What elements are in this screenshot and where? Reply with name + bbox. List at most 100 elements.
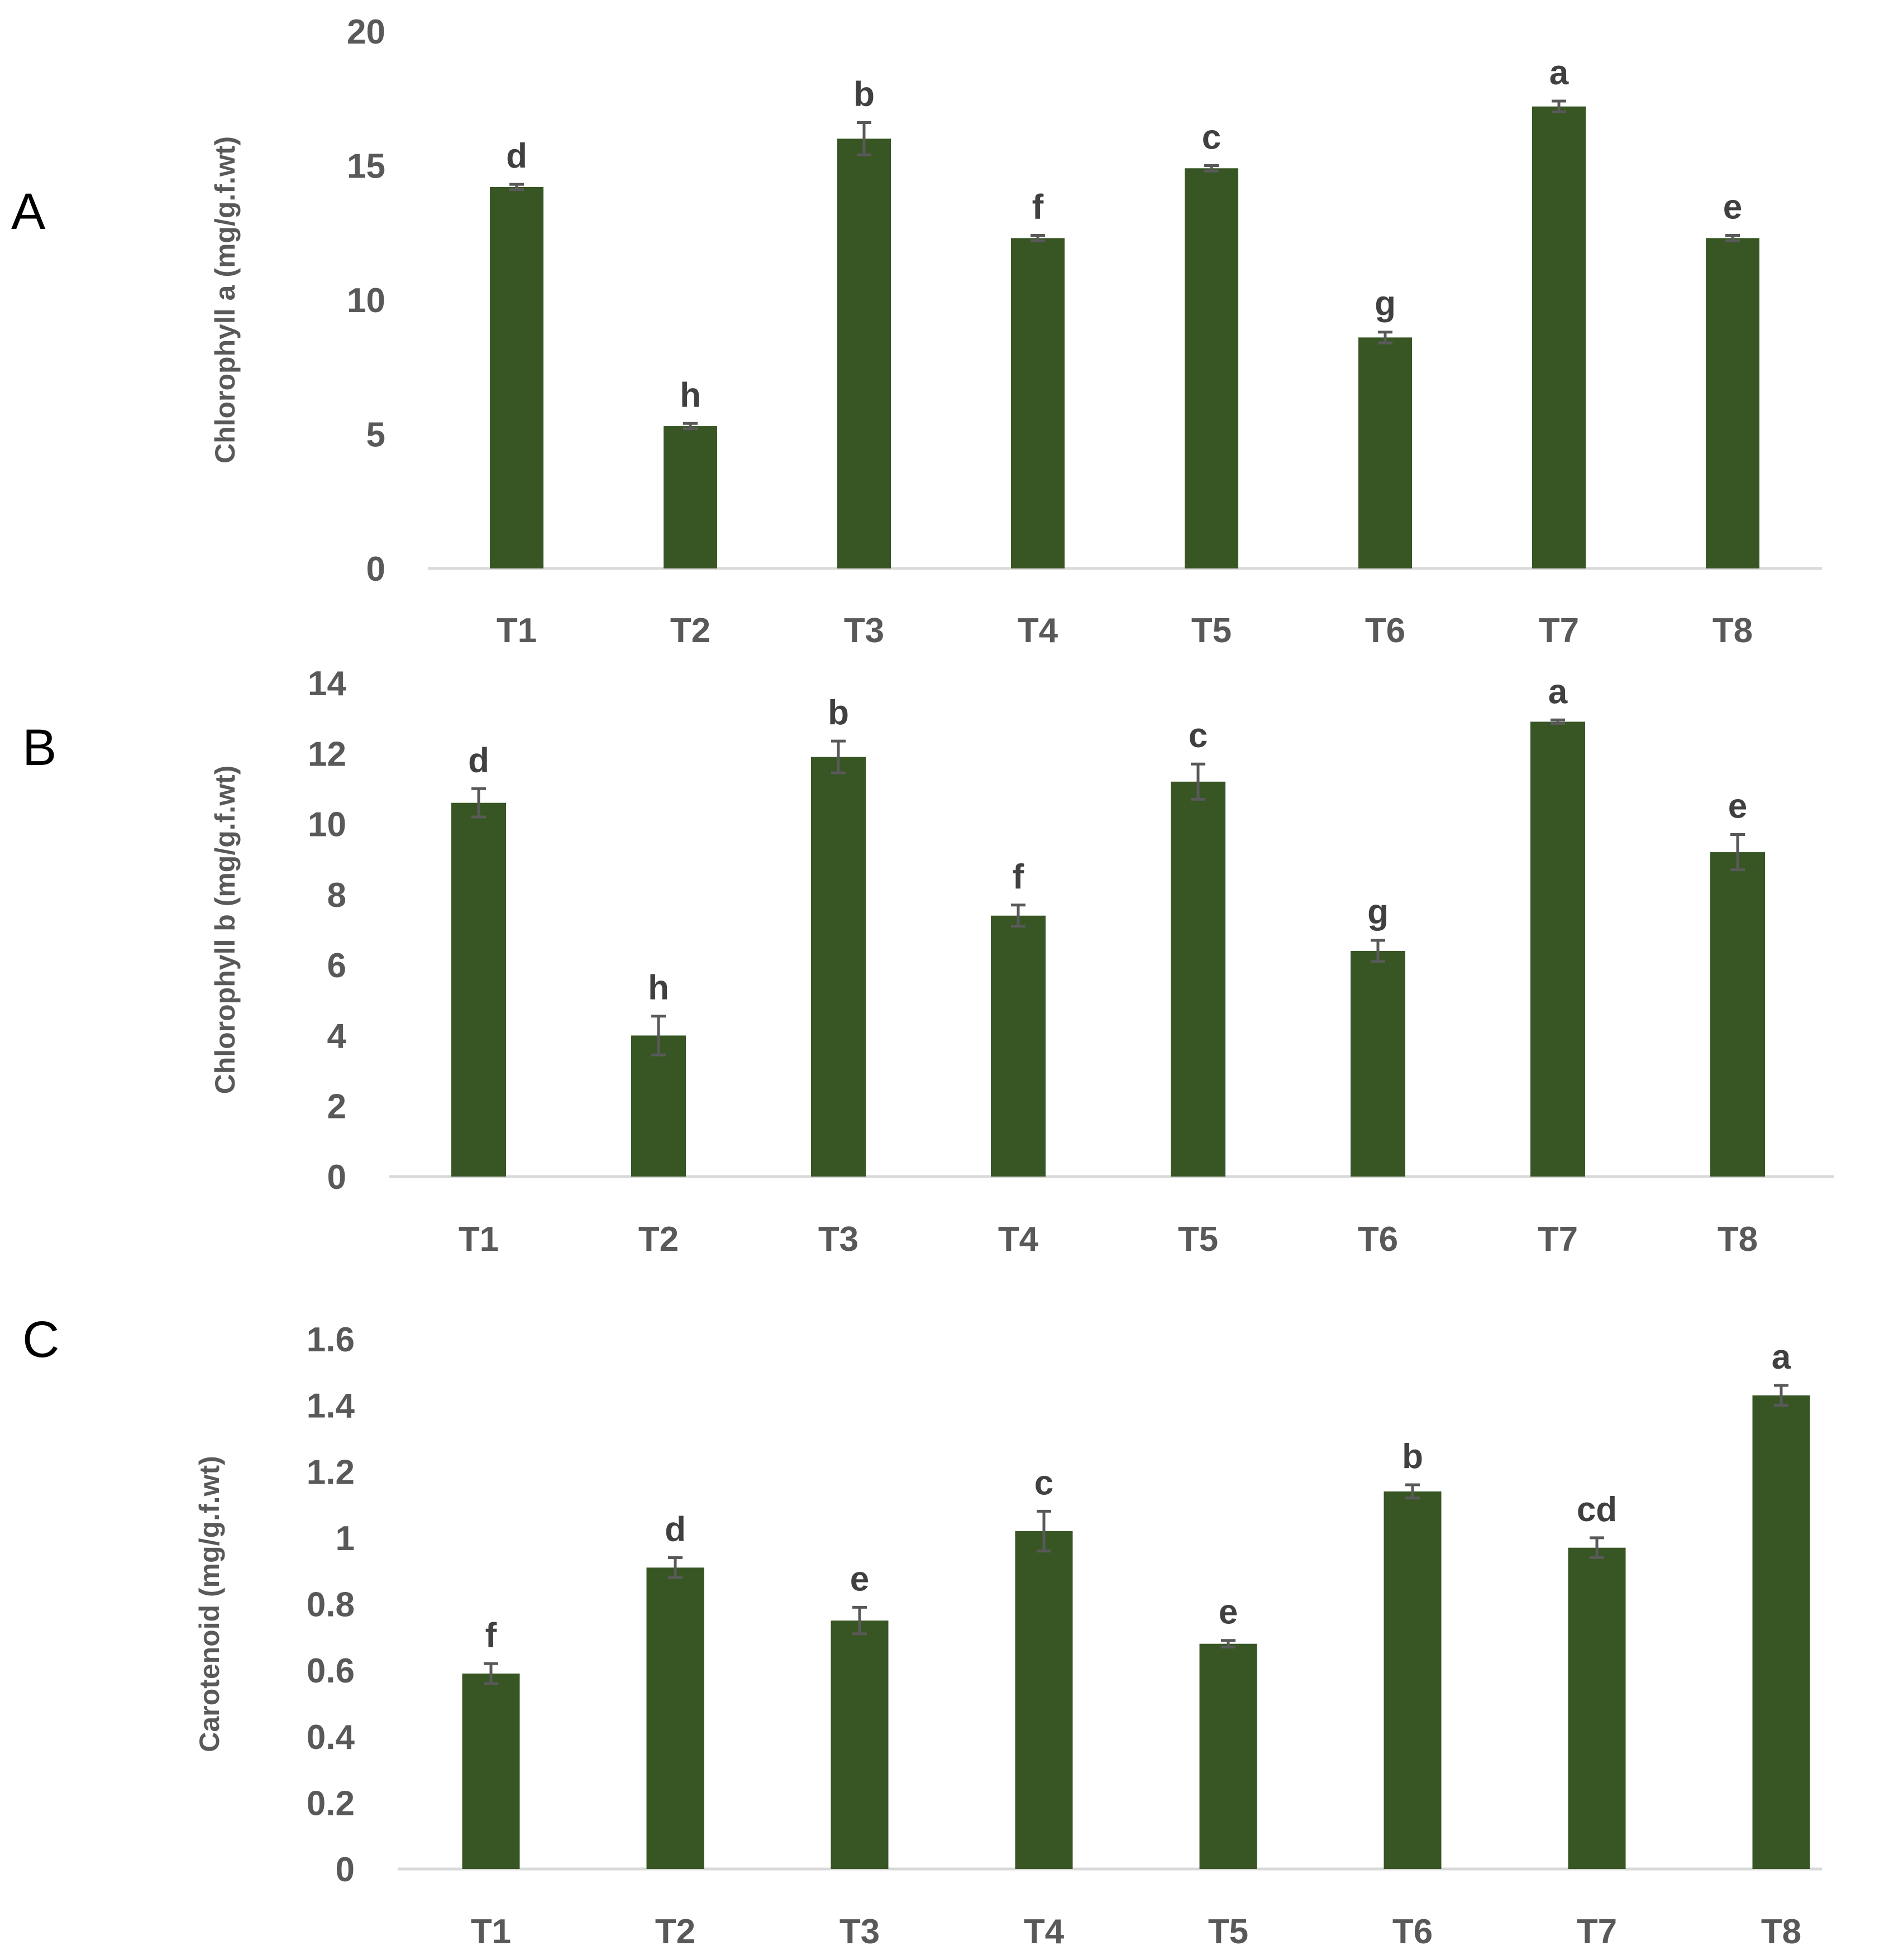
bar-t4: [991, 915, 1046, 1177]
x-tick-label: T1: [459, 1220, 499, 1259]
panel-c: C Carotenoid (mg/g.f.wt) 0 0.2 0.4 0.6 0.8 1 1.2…: [22, 1311, 1822, 1951]
error-bar: [1221, 1639, 1236, 1649]
error-bar: [1552, 99, 1566, 113]
x-tick-label: T8: [1718, 1220, 1758, 1259]
significance-letter: b: [853, 75, 875, 114]
y-tick-label: 10: [347, 281, 385, 320]
x-tick-label: T5: [1208, 1913, 1248, 1951]
bar-t1: [451, 802, 506, 1177]
x-tick-label: T2: [638, 1220, 679, 1259]
x-tick-label: T1: [497, 611, 537, 650]
significance-letter: g: [1367, 893, 1389, 931]
error-bar: [1011, 903, 1025, 928]
y-tick-label: 0.4: [307, 1718, 355, 1757]
y-tick-label: 8: [327, 876, 346, 915]
significance-letter: d: [468, 741, 489, 780]
y-axis-title: Chlorophyll b (mg/g.f.wt): [209, 766, 241, 1094]
bar-t5: [1185, 168, 1238, 568]
x-tick-label: T4: [1018, 611, 1058, 650]
x-tick-label: T2: [670, 611, 710, 650]
bar-t6: [1351, 950, 1405, 1177]
significance-letter: h: [648, 969, 669, 1007]
x-tick-label: T3: [839, 1913, 880, 1951]
error-bar: [651, 1015, 666, 1057]
significance-letter: h: [680, 376, 701, 414]
bar-t3: [837, 138, 891, 568]
significance-letter: e: [1723, 188, 1742, 227]
y-tick-label: 0: [366, 550, 385, 589]
bar-t5: [1199, 1643, 1257, 1869]
x-tick-label: T8: [1761, 1913, 1801, 1951]
x-tick-label: T1: [471, 1913, 511, 1951]
significance-letter: f: [485, 1616, 497, 1655]
significance-letter: d: [506, 137, 527, 175]
y-tick-label: 6: [327, 946, 346, 985]
y-tick-label: 12: [308, 735, 346, 773]
significance-letter: a: [1549, 54, 1569, 92]
x-tick-label: T2: [655, 1913, 695, 1951]
significance-letter: e: [1219, 1593, 1238, 1632]
error-bar: [484, 1662, 498, 1685]
x-tick-label: T8: [1712, 611, 1753, 650]
error-bar: [857, 121, 871, 156]
significance-letter: b: [828, 694, 849, 732]
bar-t2: [664, 426, 717, 568]
error-bar: [1204, 164, 1219, 173]
panel-letter: B: [22, 719, 56, 776]
error-bar: [1371, 939, 1385, 963]
bar-t4: [1015, 1531, 1073, 1869]
x-tick-label: T6: [1358, 1220, 1398, 1259]
y-tick-label: 14: [308, 665, 346, 703]
panel-a: A Chlorophyll a (mg/g.f.wt) 0 5 10 15 20 d T1 h T2…: [11, 13, 1822, 650]
panel-letter: C: [22, 1311, 59, 1368]
bar-t5: [1171, 781, 1225, 1177]
error-bar: [1037, 1509, 1051, 1553]
error-bar: [668, 1556, 683, 1579]
x-tick-label: T7: [1538, 1220, 1578, 1259]
y-tick-label: 15: [347, 147, 385, 186]
significance-letter: c: [1189, 716, 1208, 755]
y-axis-title: Carotenoid (mg/g.f.wt): [194, 1456, 225, 1752]
error-bar: [683, 422, 698, 431]
error-bar: [852, 1605, 867, 1636]
bar-t7: [1532, 106, 1586, 568]
significance-letter: e: [850, 1560, 869, 1598]
bar-t1: [462, 1674, 520, 1869]
significance-letter: d: [665, 1510, 686, 1548]
significance-letter: c: [1034, 1464, 1053, 1502]
error-bar: [1774, 1384, 1788, 1407]
y-tick-label: 0.8: [307, 1586, 355, 1624]
significance-letter: b: [1402, 1437, 1423, 1476]
bar-t7: [1568, 1547, 1626, 1869]
error-bar: [1031, 234, 1045, 242]
x-tick-label: T3: [818, 1220, 858, 1259]
panel-letter: A: [11, 183, 46, 240]
bar-t6: [1384, 1491, 1442, 1869]
bar-t8: [1710, 852, 1765, 1177]
bar-t7: [1530, 721, 1585, 1177]
bar-t2: [631, 1035, 686, 1177]
error-bar: [509, 183, 524, 192]
error-bar: [1378, 331, 1392, 345]
error-bar: [1730, 833, 1745, 872]
bar-t3: [811, 757, 866, 1177]
significance-letter: e: [1728, 787, 1747, 826]
y-tick-label: 4: [327, 1017, 347, 1055]
significance-letter: f: [1013, 858, 1024, 896]
error-bar: [1191, 762, 1205, 801]
x-tick-label: T3: [844, 611, 884, 650]
significance-letter: a: [1548, 672, 1568, 711]
significance-letter: c: [1202, 118, 1221, 157]
significance-letter: cd: [1577, 1490, 1617, 1529]
bar-t8: [1706, 238, 1759, 568]
x-tick-label: T6: [1392, 1913, 1433, 1951]
bar-t6: [1358, 337, 1412, 568]
error-bar: [1590, 1536, 1604, 1559]
bar-t4: [1011, 238, 1065, 568]
y-tick-label: 10: [308, 806, 346, 844]
y-tick-label: 0: [327, 1158, 346, 1197]
significance-letter: a: [1772, 1338, 1791, 1376]
x-tick-label: T7: [1577, 1913, 1617, 1951]
error-bar: [1551, 718, 1565, 725]
bar-t8: [1752, 1395, 1810, 1869]
